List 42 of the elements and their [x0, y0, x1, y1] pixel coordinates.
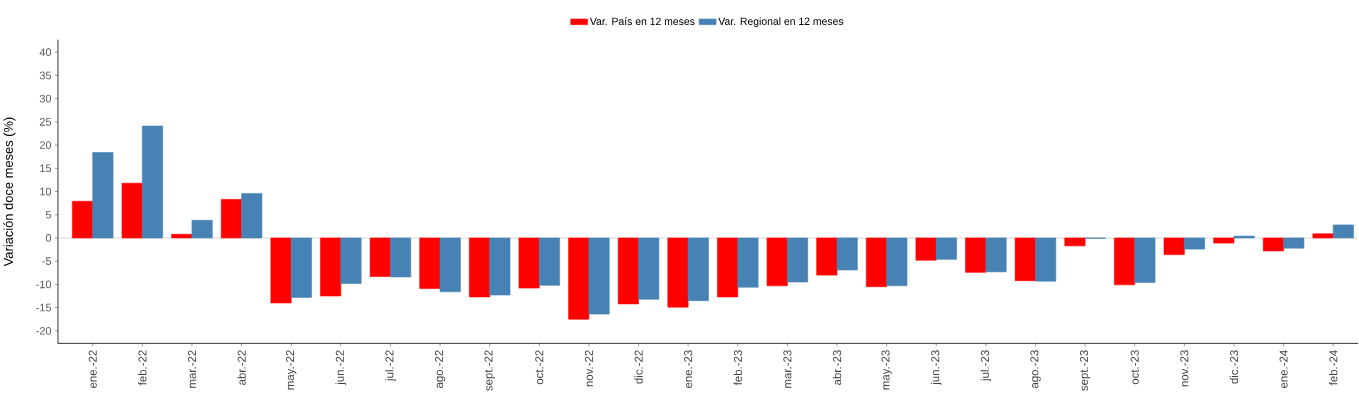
x-tick-label: feb.-24: [1329, 350, 1338, 386]
legend-label: Var. País en 12 meses: [589, 17, 695, 26]
x-tick-label: may.-23: [881, 350, 892, 390]
x-tick-label: nov.-23: [1180, 350, 1189, 387]
y-tick-label: -20: [36, 327, 52, 335]
x-tick-label: jun.-23: [930, 350, 942, 386]
x-tick-label: sept.-23: [1079, 350, 1091, 391]
x-tick-label: may.-22: [286, 350, 297, 390]
y-tick-label: 30: [39, 94, 52, 103]
y-tick-label: 0: [45, 234, 52, 242]
x-tick-label: jul.-23: [980, 350, 992, 382]
x-tick-label: jul.-22: [385, 350, 396, 382]
x-tick-label: feb.-23: [733, 350, 742, 386]
x-tick-label: dic.-22: [634, 350, 643, 384]
x-tick-label: nov.-22: [584, 350, 593, 387]
y-tick-label: 25: [39, 118, 52, 126]
y-tick-label: 35: [39, 71, 52, 80]
y-tick-label: -5: [42, 257, 52, 266]
x-tick-label: abr.-23: [832, 350, 842, 385]
y-axis-title: Variación doce meses (%): [3, 117, 16, 267]
x-tick-label: feb.-22: [138, 350, 147, 386]
x-tick-label: ago.-22: [434, 350, 446, 389]
legend-label: Var. Regional en 12 meses: [718, 17, 844, 28]
x-tick-label: ago.-23: [1030, 350, 1041, 389]
y-tick-label: 40: [39, 48, 52, 57]
x-tick-label: dic.-23: [1229, 350, 1239, 384]
y-tick-label: 5: [45, 210, 52, 219]
y-tick-label: -15: [36, 303, 52, 312]
x-tick-label: ene.-22: [88, 350, 97, 389]
y-tick-label: -10: [36, 280, 52, 289]
x-tick-label: oct.-22: [535, 350, 544, 385]
x-tick-label: jun.-22: [335, 350, 347, 386]
x-tick-label: sept.-22: [484, 350, 495, 391]
x-tick-label: mar.-23: [783, 350, 792, 388]
x-tick-label: oct.-23: [1130, 350, 1139, 385]
y-tick-label: 10: [40, 187, 52, 196]
y-tick-label: 20: [39, 141, 52, 150]
x-tick-label: ene.-24: [1279, 350, 1288, 389]
y-tick-label: 15: [40, 164, 52, 173]
x-tick-label: mar.-22: [187, 350, 196, 388]
x-tick-label: abr.-22: [237, 350, 246, 385]
x-tick-label: ene.-23: [684, 350, 693, 389]
